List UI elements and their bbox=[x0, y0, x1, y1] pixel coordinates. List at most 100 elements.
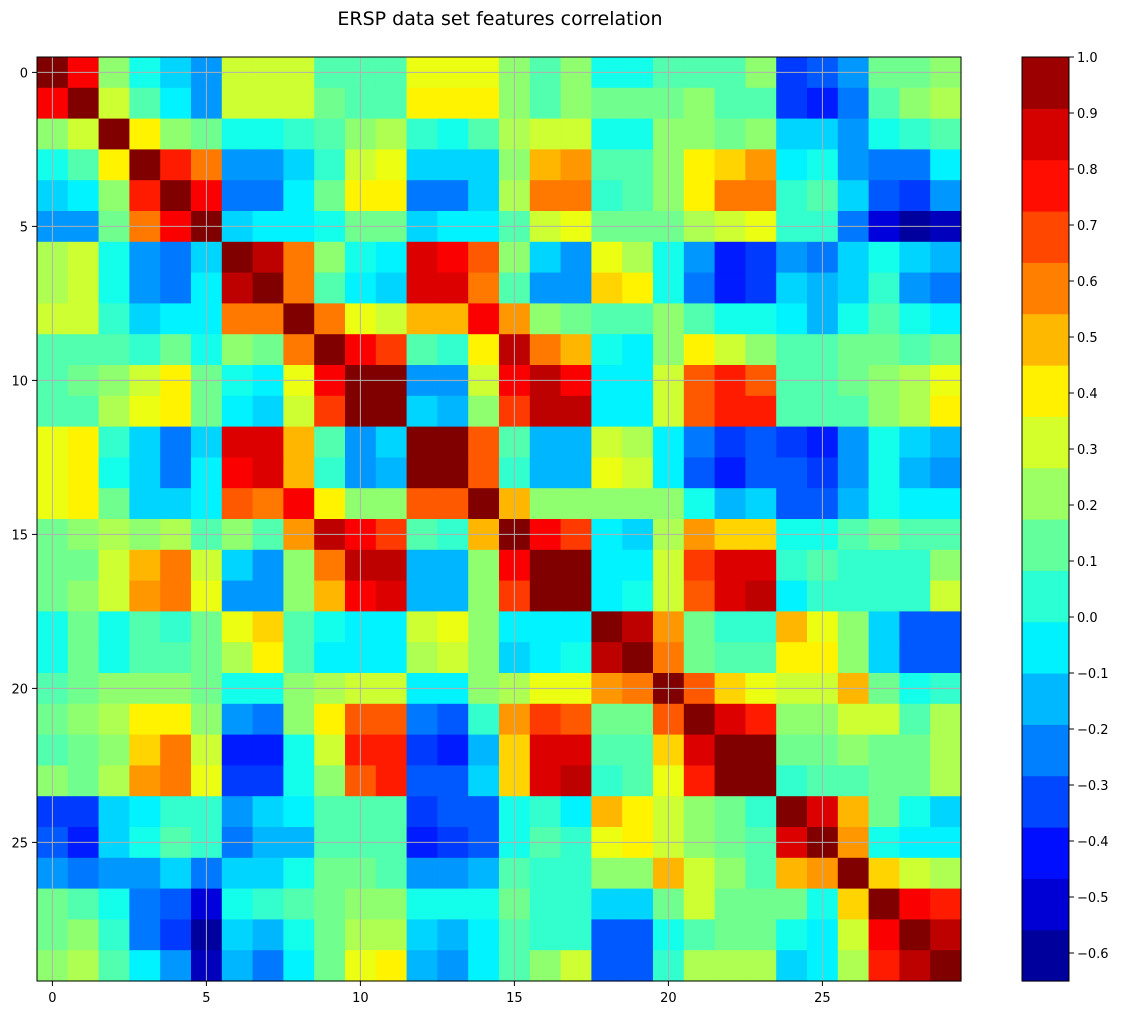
heatmap-cell bbox=[591, 919, 623, 951]
heatmap-cell bbox=[468, 796, 500, 828]
heatmap-cell bbox=[375, 303, 408, 335]
heatmap-cell bbox=[406, 857, 438, 890]
heatmap-cell bbox=[129, 919, 161, 951]
heatmap-cell bbox=[714, 642, 746, 674]
heatmap-cell bbox=[560, 580, 592, 612]
heatmap-cell bbox=[776, 118, 808, 150]
heatmap-cell bbox=[314, 642, 346, 674]
heatmap-cell bbox=[529, 919, 562, 951]
heatmap-cell bbox=[252, 857, 284, 890]
colorbar-tick-label: 0.8 bbox=[1077, 163, 1098, 178]
heatmap-cell bbox=[868, 734, 900, 766]
heatmap-cell bbox=[560, 857, 592, 890]
heatmap-cell bbox=[406, 765, 438, 797]
heatmap-cell bbox=[67, 334, 100, 366]
heatmap-cell bbox=[252, 426, 284, 458]
heatmap-cell bbox=[98, 857, 130, 890]
heatmap-cell bbox=[437, 395, 469, 428]
heatmap-cell bbox=[468, 118, 500, 150]
heatmap-cell bbox=[776, 765, 808, 797]
heatmap-cell bbox=[252, 580, 284, 612]
heatmap-cell bbox=[622, 549, 654, 582]
heatmap-cell bbox=[98, 580, 130, 612]
heatmap-grid bbox=[37, 57, 961, 981]
heatmap-cell bbox=[468, 334, 500, 366]
heatmap-cell bbox=[776, 549, 808, 582]
heatmap-cell bbox=[406, 580, 438, 612]
heatmap-cell bbox=[683, 765, 716, 797]
heatmap-cell bbox=[683, 734, 716, 766]
colorbar-tick-label: −0.6 bbox=[1077, 947, 1109, 962]
heatmap-cell bbox=[622, 734, 654, 766]
heatmap-cell bbox=[160, 149, 192, 181]
heatmap-cell bbox=[714, 580, 746, 612]
heatmap-cell bbox=[314, 457, 346, 489]
heatmap-cell bbox=[776, 272, 808, 304]
heatmap-cell bbox=[468, 457, 500, 489]
heatmap-cell bbox=[868, 395, 900, 428]
heatmap-cell bbox=[468, 734, 500, 766]
heatmap-cell bbox=[837, 765, 870, 797]
colorbar-frame bbox=[1021, 56, 1070, 982]
heatmap-cell bbox=[160, 334, 192, 366]
heatmap-cell bbox=[468, 488, 500, 520]
heatmap-cell bbox=[745, 765, 777, 797]
heatmap-cell bbox=[560, 611, 592, 643]
heatmap-cell bbox=[283, 118, 315, 150]
heatmap-cell bbox=[160, 611, 192, 643]
heatmap-cell bbox=[221, 426, 254, 458]
heatmap-cell bbox=[560, 180, 592, 212]
heatmap-cell bbox=[283, 395, 315, 428]
colorbar-tick-label: −0.5 bbox=[1077, 891, 1109, 906]
heatmap-cell bbox=[129, 118, 161, 150]
colorbar-tick-label: 0.6 bbox=[1077, 275, 1098, 290]
heatmap-cell bbox=[221, 488, 254, 520]
heatmap-cell bbox=[283, 180, 315, 212]
heatmap-cell bbox=[67, 765, 100, 797]
heatmap-cell bbox=[745, 888, 777, 920]
heatmap-cell bbox=[314, 580, 346, 612]
heatmap-cell bbox=[98, 765, 130, 797]
heatmap-cell bbox=[314, 950, 346, 982]
heatmap-cell bbox=[468, 950, 500, 982]
heatmap-cell bbox=[160, 303, 192, 335]
heatmap-cell bbox=[683, 303, 716, 335]
heatmap-cell bbox=[560, 549, 592, 582]
heatmap-cell bbox=[622, 426, 654, 458]
colorbar-band bbox=[1022, 570, 1069, 623]
heatmap-cell bbox=[930, 426, 962, 458]
heatmap-cell bbox=[529, 457, 562, 489]
heatmap-cell bbox=[283, 149, 315, 181]
heatmap-cell bbox=[868, 703, 900, 736]
heatmap-cell bbox=[314, 395, 346, 428]
heatmap-cell bbox=[67, 303, 100, 335]
heatmap-cell bbox=[375, 919, 408, 951]
heatmap-cell bbox=[930, 272, 962, 304]
heatmap-cell bbox=[529, 734, 562, 766]
heatmap-cell bbox=[67, 87, 100, 120]
heatmap-cell bbox=[776, 950, 808, 982]
heatmap-cell bbox=[160, 703, 192, 736]
heatmap-cell bbox=[314, 734, 346, 766]
heatmap-cell bbox=[837, 395, 870, 428]
heatmap-cell bbox=[560, 703, 592, 736]
heatmap-cell bbox=[683, 118, 716, 150]
heatmap-cell bbox=[899, 888, 931, 920]
heatmap-cell bbox=[837, 642, 870, 674]
heatmap-cell bbox=[930, 734, 962, 766]
heatmap-cell bbox=[221, 888, 254, 920]
heatmap-cell bbox=[930, 395, 962, 428]
x-tick-label: 5 bbox=[202, 991, 210, 1006]
heatmap-cell bbox=[375, 457, 408, 489]
heatmap-cell bbox=[560, 734, 592, 766]
heatmap-cell bbox=[899, 734, 931, 766]
heatmap-cell bbox=[375, 703, 408, 736]
heatmap-cell bbox=[683, 87, 716, 120]
heatmap-cell bbox=[252, 303, 284, 335]
heatmap-cell bbox=[437, 241, 469, 274]
heatmap-cell bbox=[560, 796, 592, 828]
heatmap-cell bbox=[160, 642, 192, 674]
heatmap-cell bbox=[314, 796, 346, 828]
heatmap-cell bbox=[221, 642, 254, 674]
heatmap-cell bbox=[683, 642, 716, 674]
